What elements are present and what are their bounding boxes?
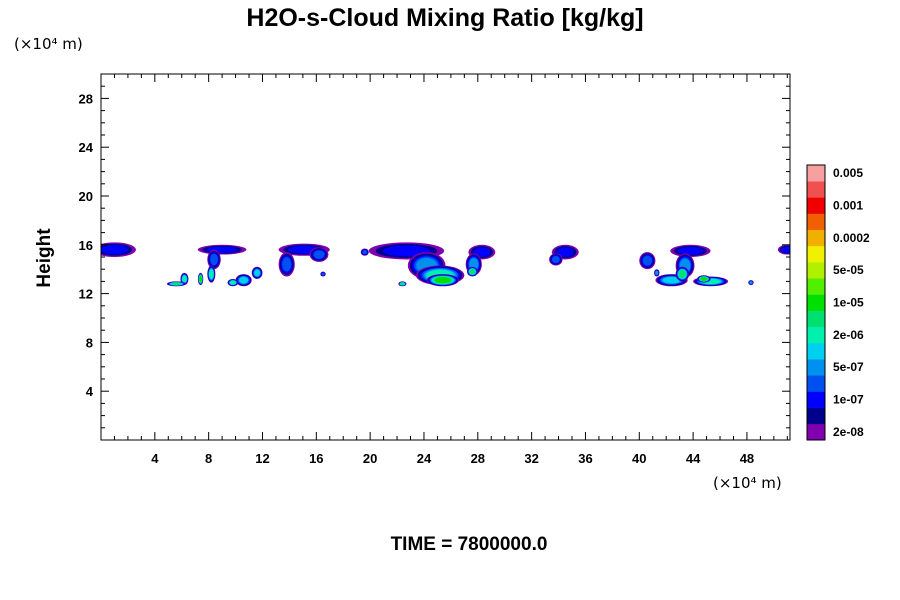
- y-axis-label: Height: [34, 228, 55, 288]
- y-tick-label: 4: [86, 384, 94, 399]
- colorbar-swatch: [807, 213, 825, 231]
- x-tick-label: 48: [740, 451, 754, 466]
- cloud-blob: [101, 242, 136, 257]
- cloud-blob: [235, 274, 252, 287]
- cloud-blob: [426, 274, 459, 287]
- x-tick-label: 44: [686, 451, 701, 466]
- cloud-blob: [278, 252, 295, 277]
- y-tick-label: 20: [79, 189, 93, 204]
- y-tick-label: 28: [79, 91, 93, 106]
- cloud-blob: [398, 281, 407, 287]
- colorbar-swatch: [807, 278, 825, 295]
- cloud-blob: [320, 271, 326, 277]
- colorbar-swatch: [807, 165, 825, 182]
- colorbar-label: 2e-06: [833, 328, 864, 342]
- cloud-blob: [207, 265, 216, 283]
- y-tick-label: 24: [79, 140, 94, 155]
- cloud-blob: [227, 278, 239, 287]
- colorbar-swatch: [807, 423, 825, 441]
- cloud-blob: [197, 244, 247, 255]
- colorbar-swatch: [807, 197, 825, 214]
- cloud-blob: [654, 269, 660, 277]
- colorbar-swatch: [807, 326, 825, 344]
- colorbar-swatch: [807, 229, 825, 247]
- cloud-blob: [467, 266, 478, 277]
- colorbar-swatch: [807, 359, 825, 376]
- cloud-blob: [309, 247, 329, 262]
- x-axis: 4 8 12 16 20 24 28 32 36 40 44 48: [113, 74, 788, 466]
- colorbar-swatch: [807, 245, 825, 263]
- colorbar-swatch: [807, 262, 825, 279]
- x-tick-label: 32: [524, 451, 538, 466]
- cloud-blob: [166, 281, 186, 287]
- colorbar-swatch: [807, 310, 825, 328]
- colorbar-label: 2e-08: [833, 425, 864, 439]
- colorbar-label: 1e-07: [833, 393, 864, 407]
- y-tick-label: 8: [86, 335, 93, 350]
- cloud-blob: [697, 275, 711, 283]
- x-tick-label: 20: [363, 451, 377, 466]
- x-tick-label: 28: [471, 451, 485, 466]
- cloud-blob: [777, 244, 790, 255]
- colorbar-swatch: [807, 181, 825, 198]
- x-tick-label: 12: [255, 451, 269, 466]
- x-tick-label: 8: [205, 451, 212, 466]
- y-axis: 4 8 12 16 20 24 28: [79, 85, 790, 429]
- y-tick-label: 16: [79, 238, 93, 253]
- colorbar-swatch: [807, 391, 825, 408]
- colorbar: 2e-08 1e-07 5e-07 2e-06 1e-05 5e-05 0.0002 0.00…: [806, 164, 870, 441]
- y-unit-label: (×10⁴ m): [14, 35, 83, 53]
- colorbar-label: 0.001: [833, 198, 863, 212]
- x-tick-label: 24: [417, 451, 432, 466]
- cloud-field: [101, 242, 790, 287]
- chart-title: H2O-s-Cloud Mixing Ratio [kg/kg]: [246, 4, 643, 32]
- x-unit-label: (×10⁴ m): [713, 474, 782, 492]
- colorbar-swatch: [807, 294, 825, 311]
- cloud-blob: [675, 266, 690, 282]
- cloud-blob: [639, 252, 656, 270]
- cloud-blob: [360, 248, 369, 256]
- colorbar-label: 0.005: [833, 166, 863, 180]
- x-tick-label: 4: [151, 451, 159, 466]
- colorbar-label: 0.0002: [833, 231, 870, 245]
- time-label: TIME = 7800000.0: [391, 534, 548, 555]
- colorbar-label: 5e-05: [833, 263, 864, 277]
- colorbar-label: 1e-05: [833, 296, 864, 310]
- colorbar-swatch: [807, 342, 825, 360]
- x-tick-label: 16: [309, 451, 323, 466]
- cloud-blob: [207, 249, 221, 270]
- cloud-blob: [670, 244, 711, 257]
- colorbar-frame: [806, 164, 826, 441]
- y-tick-label: 12: [79, 287, 93, 302]
- cloud-blob: [748, 280, 754, 286]
- x-tick-label: 36: [578, 451, 592, 466]
- colorbar-swatch: [807, 375, 825, 392]
- colorbar-label: 5e-07: [833, 360, 864, 374]
- colorbar-swatch: [807, 407, 825, 425]
- cloud-blob: [549, 253, 563, 266]
- cloud-blob: [197, 272, 204, 286]
- cloud-blob: [251, 266, 263, 279]
- x-tick-label: 40: [632, 451, 646, 466]
